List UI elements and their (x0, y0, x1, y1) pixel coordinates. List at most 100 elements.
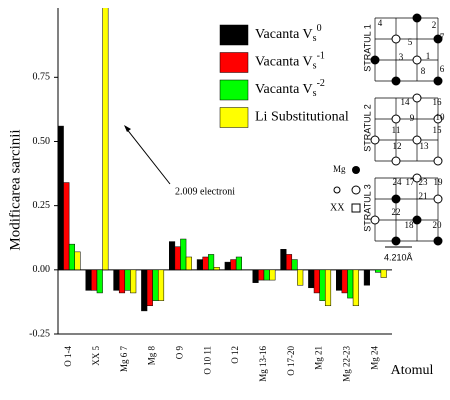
bar (269, 269, 276, 281)
inset-atom (433, 114, 443, 124)
bar (63, 182, 70, 271)
inset-atom (412, 55, 422, 65)
key-open-large (351, 185, 361, 195)
inset-label: 14 (401, 97, 411, 107)
inset-atom (433, 194, 443, 204)
x-tick-label: XX 5 (91, 346, 101, 366)
legend-name: Vacanta V (255, 27, 313, 42)
bar (202, 256, 209, 271)
inset-label: 20 (433, 220, 443, 230)
x-tick-label: O 12 (230, 346, 240, 364)
inset-label: 9 (410, 113, 415, 123)
bar (347, 269, 354, 299)
x-tick-label: O 10 11 (202, 346, 212, 375)
inset-atom (370, 55, 380, 65)
y-axis-label: Modificarea sarcinii (7, 129, 23, 250)
inset-label: 17 (406, 177, 416, 187)
inset-title: STRATUL 3 (362, 184, 372, 232)
x-tick-label: O 17-20 (286, 346, 296, 376)
inset-atom (391, 194, 401, 204)
bar (141, 269, 148, 312)
inset-label: 10 (436, 112, 446, 122)
legend-swatch (219, 24, 249, 46)
inset-label: 13 (420, 141, 430, 151)
bar (124, 269, 131, 291)
inset-atom (433, 156, 443, 166)
inset-atom (391, 156, 401, 166)
bar (230, 259, 237, 271)
x-tick-label: Mg 21 (314, 346, 324, 370)
bar (341, 269, 348, 294)
inset-label: 23 (419, 177, 429, 187)
inset-label: 4 (378, 18, 383, 28)
inset-atom (370, 135, 380, 145)
inset-atom (412, 13, 422, 23)
inset-label: 22 (392, 207, 401, 217)
bar (263, 269, 270, 281)
bar (208, 254, 215, 271)
bar (336, 269, 343, 291)
inset-atom (433, 76, 443, 86)
y-tick-label: 0.25 (33, 200, 51, 211)
legend-label: Vacanta Vs0 (255, 23, 322, 44)
bar (180, 238, 187, 271)
bar (308, 269, 315, 289)
bar (319, 269, 326, 301)
inset-label: 3 (399, 52, 404, 62)
legend-subscript: s (313, 88, 317, 99)
bars (58, 8, 387, 312)
bar (169, 241, 176, 271)
inset-label: 8 (421, 66, 426, 76)
legend-label: Li Substitutional (255, 110, 349, 125)
x-tick-label: O 9 (175, 346, 185, 360)
x-tick-label: Mg 22-23 (342, 346, 352, 382)
inset-label: 5 (408, 37, 413, 47)
x-tick-label: Mg 6 7 (119, 346, 129, 373)
key-mg: Mg (333, 164, 346, 174)
bar (102, 8, 109, 271)
inset-label: 21 (419, 191, 428, 201)
bar (324, 269, 332, 307)
inset-atom (391, 236, 401, 246)
bar (258, 269, 265, 281)
bar (113, 269, 120, 291)
inset-atom (412, 135, 422, 145)
bar (285, 254, 293, 271)
bar (280, 249, 287, 271)
inset-label: 7 (440, 32, 445, 42)
inset-atom (370, 215, 380, 225)
inset-atom (391, 76, 401, 86)
inset-atom (412, 215, 422, 225)
x-tick-label: Mg 24 (369, 346, 379, 370)
inset-atom (412, 173, 422, 183)
inset-label: 1 (426, 51, 431, 61)
bar (213, 267, 220, 271)
legend-subscript: s (313, 61, 317, 72)
bar (297, 269, 304, 286)
legend-label: Vacanta Vs-2 (255, 78, 325, 99)
bar (174, 246, 181, 271)
bar (352, 269, 359, 307)
inset-label: 24 (393, 177, 403, 187)
x-tick-label: Mg 8 (147, 346, 157, 366)
bar (363, 269, 370, 286)
bar (252, 269, 259, 283)
inset-atom (433, 34, 443, 44)
legend-subscript: s (313, 33, 317, 44)
inset-label: 12 (393, 141, 402, 151)
bar (96, 269, 103, 294)
key-mg-filled (352, 166, 360, 174)
bar (91, 269, 98, 291)
bar (235, 256, 242, 271)
inset-label: 6 (440, 64, 445, 74)
bar (152, 269, 159, 301)
bar (68, 243, 75, 271)
legend-name: Vacanta V (255, 55, 313, 70)
x-axis-label: Atomul (391, 363, 434, 378)
bar (196, 259, 203, 271)
key-open-small (333, 186, 341, 194)
inset-atom (391, 34, 401, 44)
inset-title: STRATUL 2 (362, 104, 372, 152)
x-tick-label: O 1-4 (63, 346, 73, 367)
